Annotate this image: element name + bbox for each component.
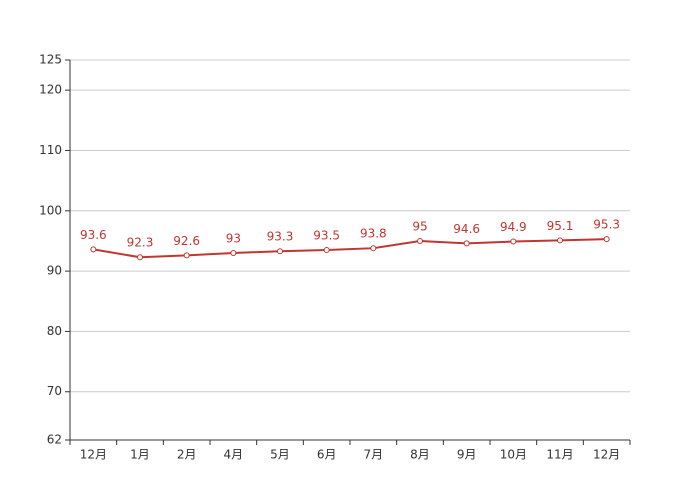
y-tick-label: 125 xyxy=(39,53,62,67)
point xyxy=(230,250,237,257)
data-label: 93.6 xyxy=(80,228,107,242)
data-label: 95 xyxy=(412,219,427,233)
x-tick-label: 4月 xyxy=(224,448,244,462)
point xyxy=(277,248,283,255)
x-tick-label: 1月 xyxy=(130,448,150,462)
point xyxy=(90,246,97,253)
point xyxy=(557,237,563,244)
data-label: 92.3 xyxy=(127,236,154,250)
point xyxy=(183,252,190,259)
point xyxy=(323,247,330,253)
y-tick-label: 62 xyxy=(47,433,62,447)
point xyxy=(417,237,423,244)
y-tick-label: 100 xyxy=(39,203,62,217)
x-tick-label: 12月 xyxy=(593,448,620,462)
x-tick-label: 12月 xyxy=(80,448,107,462)
y-tick-label: 120 xyxy=(39,83,62,97)
y-tick-label: 80 xyxy=(47,324,62,338)
point xyxy=(603,236,610,243)
data-label: 93.3 xyxy=(267,230,294,244)
data-label: 93 xyxy=(226,232,241,246)
data-label: 94.6 xyxy=(453,222,480,236)
x-tick-label: 7月 xyxy=(364,448,384,462)
x-tick-label: 5月 xyxy=(270,448,290,462)
line xyxy=(93,238,607,259)
x-tick-label: 9月 xyxy=(457,448,477,462)
y-tick-label: 70 xyxy=(47,384,62,398)
data-label: 95.1 xyxy=(547,219,574,233)
data-label: 93.5 xyxy=(313,229,340,243)
data-label: 93.8 xyxy=(360,227,387,241)
data-label: 94.9 xyxy=(500,220,527,234)
y-tick-label: 90 xyxy=(47,264,62,278)
point xyxy=(137,254,143,261)
data-label: 95.3 xyxy=(593,218,620,232)
y-tick-label: 110 xyxy=(39,143,62,157)
point xyxy=(510,238,517,245)
point xyxy=(463,240,470,247)
x-tick-label: 2月 xyxy=(177,448,197,462)
x-tick-label: 6月 xyxy=(317,448,337,462)
data-label: 92.6 xyxy=(173,234,200,248)
x-tick-label: 8月 xyxy=(410,448,430,462)
point xyxy=(370,245,377,252)
x-tick-label: 10月 xyxy=(500,448,527,462)
x-tick-label: 11月 xyxy=(546,448,573,462)
